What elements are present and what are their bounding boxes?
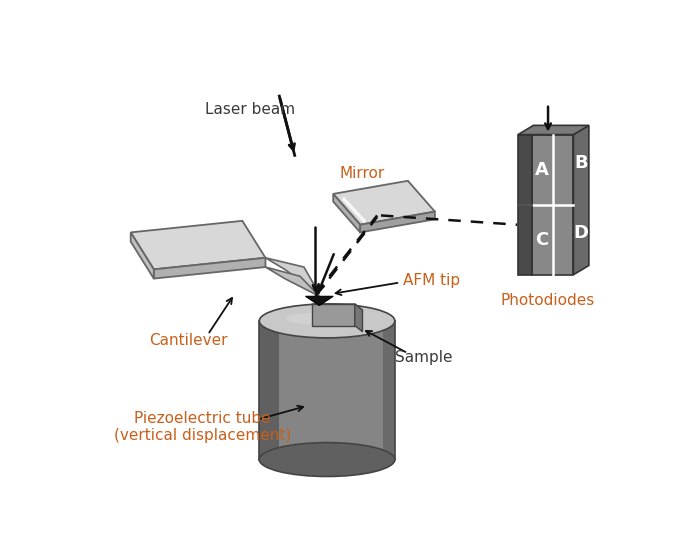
Polygon shape — [154, 258, 265, 278]
Text: Mirror: Mirror — [339, 165, 385, 180]
Polygon shape — [355, 304, 362, 332]
Polygon shape — [312, 304, 355, 325]
Polygon shape — [279, 321, 383, 460]
Text: C: C — [535, 231, 549, 249]
Text: Photodiodes: Photodiodes — [500, 292, 595, 307]
Polygon shape — [259, 321, 279, 460]
Polygon shape — [532, 135, 574, 275]
Polygon shape — [265, 267, 319, 296]
Polygon shape — [518, 135, 532, 275]
Text: Cantilever: Cantilever — [149, 333, 228, 348]
Ellipse shape — [259, 304, 395, 338]
Text: Piezoelectric tube
(vertical displacement): Piezoelectric tube (vertical displacemen… — [114, 411, 291, 443]
Ellipse shape — [286, 312, 353, 325]
Polygon shape — [131, 232, 154, 278]
Text: Sample: Sample — [394, 350, 452, 365]
Polygon shape — [360, 212, 435, 232]
Polygon shape — [518, 125, 589, 135]
Polygon shape — [333, 181, 435, 224]
Polygon shape — [574, 125, 589, 275]
Text: AFM tip: AFM tip — [403, 273, 459, 289]
Ellipse shape — [259, 443, 395, 476]
Polygon shape — [312, 304, 362, 310]
Text: Laser beam: Laser beam — [205, 102, 295, 116]
Polygon shape — [333, 194, 360, 232]
Polygon shape — [383, 321, 395, 460]
Text: D: D — [574, 224, 588, 242]
Text: A: A — [535, 160, 549, 179]
Polygon shape — [306, 296, 333, 306]
Text: B: B — [574, 154, 588, 172]
Polygon shape — [131, 221, 265, 270]
Polygon shape — [265, 258, 319, 294]
